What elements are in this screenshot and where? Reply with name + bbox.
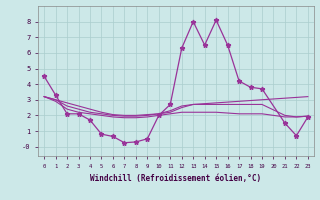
X-axis label: Windchill (Refroidissement éolien,°C): Windchill (Refroidissement éolien,°C) bbox=[91, 174, 261, 183]
